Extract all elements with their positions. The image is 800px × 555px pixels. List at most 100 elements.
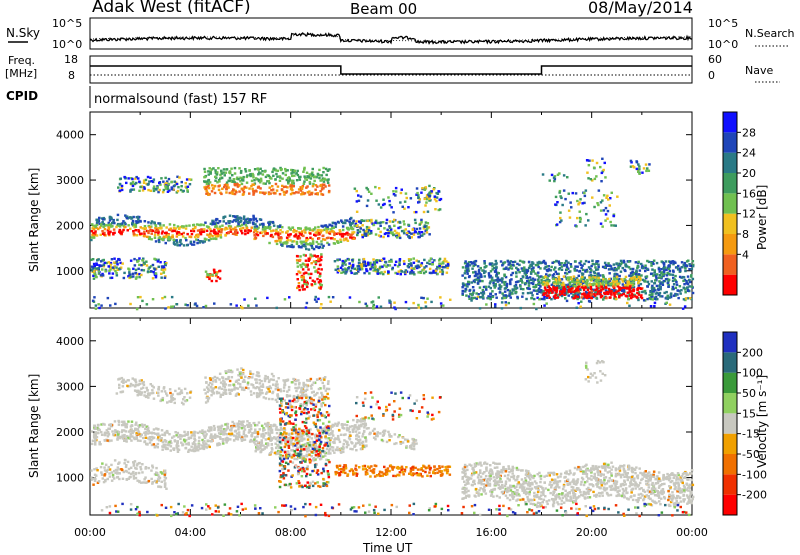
data-cell — [232, 180, 235, 182]
data-cell — [139, 296, 142, 298]
data-cell — [262, 235, 265, 237]
data-cell — [314, 283, 317, 285]
data-cell — [303, 168, 306, 170]
data-cell — [281, 226, 284, 228]
data-cell — [377, 273, 380, 275]
data-cell — [555, 260, 558, 262]
data-cell — [214, 185, 217, 187]
data-cell — [117, 258, 120, 260]
data-cell — [268, 242, 271, 244]
data-cell — [226, 184, 229, 186]
data-cell — [366, 220, 369, 222]
data-cell — [632, 268, 635, 270]
data-cell — [344, 272, 347, 274]
data-cell — [255, 450, 258, 452]
data-cell — [604, 176, 607, 178]
data-cell — [113, 261, 116, 263]
data-cell — [158, 241, 161, 243]
data-cell — [484, 270, 487, 272]
data-cell — [382, 236, 385, 238]
data-cell — [346, 219, 349, 221]
data-cell — [623, 278, 626, 280]
data-cell — [647, 285, 650, 287]
data-cell — [361, 268, 364, 270]
data-cell — [651, 268, 654, 270]
data-cell — [351, 267, 354, 269]
data-cell — [254, 168, 257, 170]
data-cell — [607, 262, 610, 264]
data-cell — [563, 264, 566, 266]
data-cell — [314, 234, 317, 236]
colorbar-tick-label: 15 — [742, 407, 756, 420]
data-cell — [261, 231, 264, 233]
data-cell — [97, 303, 100, 305]
data-cell — [164, 232, 167, 234]
data-cell — [284, 186, 287, 188]
data-cell — [385, 222, 388, 224]
data-cell — [266, 297, 269, 299]
data-cell — [106, 439, 109, 441]
data-cell — [228, 221, 231, 223]
data-cell — [684, 305, 687, 307]
data-cell — [424, 189, 427, 191]
data-cell — [430, 272, 433, 274]
data-cell — [685, 282, 688, 284]
data-cell — [398, 221, 401, 223]
data-cell — [360, 222, 363, 224]
data-cell — [122, 435, 125, 437]
data-cell — [332, 449, 335, 451]
data-cell — [677, 297, 680, 299]
data-cell — [436, 266, 439, 268]
data-cell — [215, 273, 218, 275]
data-cell — [326, 448, 329, 450]
data-cell — [287, 181, 290, 183]
data-cell — [403, 223, 406, 225]
data-cell — [161, 449, 164, 451]
data-cell — [318, 169, 321, 171]
data-cell — [388, 261, 391, 263]
data-cell — [222, 442, 225, 444]
data-cell — [167, 234, 170, 236]
data-cell — [264, 170, 267, 172]
data-cell — [168, 236, 171, 238]
data-cell — [249, 440, 252, 442]
data-cell — [304, 231, 307, 233]
colorbar-swatch — [723, 173, 737, 193]
data-cell — [642, 267, 645, 269]
data-cell — [444, 258, 447, 260]
data-cell — [317, 268, 320, 270]
data-cell — [238, 431, 241, 433]
data-cell — [160, 273, 163, 275]
data-cell — [616, 273, 619, 275]
data-cell — [291, 182, 294, 184]
data-cell — [644, 265, 647, 267]
data-cell — [276, 432, 279, 434]
data-cell — [205, 190, 208, 192]
data-cell — [657, 289, 660, 291]
data-cell — [220, 427, 223, 429]
data-cell — [296, 170, 299, 172]
data-cell — [322, 238, 325, 240]
colorbar-swatch — [723, 112, 737, 132]
data-cell — [241, 427, 244, 429]
data-cell — [119, 223, 122, 225]
data-cell — [559, 290, 562, 292]
data-cell — [363, 272, 366, 274]
data-cell — [93, 270, 96, 272]
data-cell — [464, 277, 467, 279]
data-cell — [244, 428, 247, 430]
data-cell — [574, 285, 577, 287]
data-cell — [488, 272, 491, 274]
data-cell — [472, 262, 475, 264]
data-cell — [683, 276, 686, 278]
data-cell — [112, 266, 115, 268]
data-cell — [414, 219, 417, 221]
data-cell — [537, 262, 540, 264]
data-cell — [331, 225, 334, 227]
colorbar-tick-label: 200 — [742, 346, 763, 359]
data-cell — [128, 271, 131, 273]
data-cell — [109, 428, 112, 430]
data-cell — [299, 271, 302, 273]
data-cell — [684, 267, 687, 269]
